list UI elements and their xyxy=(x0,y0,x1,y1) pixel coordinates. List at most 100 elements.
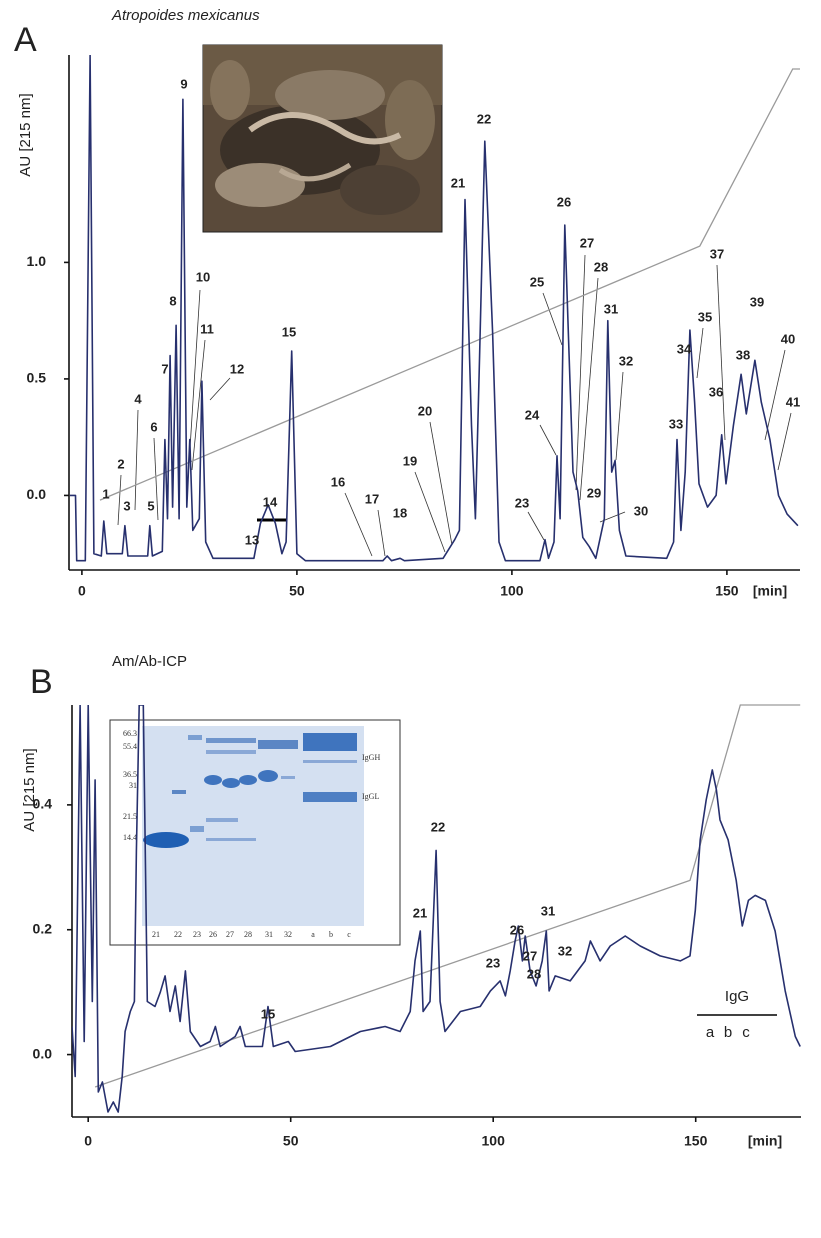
mw-marker: 36.5 xyxy=(123,770,137,779)
lane-label: 32 xyxy=(284,930,292,939)
panel-title: Am/Ab-ICP xyxy=(112,653,187,670)
peak-label: 9 xyxy=(180,76,187,91)
peak-label: 6 xyxy=(150,419,157,434)
x-axis-label: [min] xyxy=(753,583,787,599)
peak-label: 23 xyxy=(515,495,529,510)
fraction-label: IgG xyxy=(725,988,749,1005)
peak-label: 31 xyxy=(541,903,555,918)
peak-label: 16 xyxy=(331,474,345,489)
y-tick-label: 0.0 xyxy=(33,1045,53,1061)
y-tick-label: 0.5 xyxy=(27,370,47,386)
peak-label: 5 xyxy=(147,498,154,513)
peak-label: 11 xyxy=(200,321,214,336)
gradient-line xyxy=(99,68,800,501)
peak-label: 24 xyxy=(525,407,540,422)
peak-label: 38 xyxy=(736,347,750,362)
gel-inset: 66.3 55.4 36.5 31 21.5 14.4 21 22 23 26 27 28 31 32 a b… xyxy=(109,719,401,946)
x-tick-label: 0 xyxy=(78,583,86,599)
band-label: IgGH xyxy=(362,753,380,762)
peak-label: 27 xyxy=(523,948,537,963)
leader-lines xyxy=(117,254,792,1016)
peak-label: 33 xyxy=(669,416,683,431)
mw-marker: 21.5 xyxy=(123,812,137,821)
peak-label: 18 xyxy=(393,505,407,520)
photo-inset xyxy=(202,44,443,233)
peak-label: 29 xyxy=(587,485,601,500)
x-tick-label: 50 xyxy=(289,583,305,599)
peak-label: 22 xyxy=(477,111,491,126)
peak-label: 7 xyxy=(161,361,168,376)
peak-label: 22 xyxy=(431,819,445,834)
peak-label: 21 xyxy=(413,905,427,920)
peak-label: 3 xyxy=(123,498,130,513)
peak-label: 39 xyxy=(750,294,764,309)
peak-label: 1 xyxy=(102,486,109,501)
peak-label: 19 xyxy=(403,453,417,468)
peak-label: 23 xyxy=(486,955,500,970)
x-tick-label: 100 xyxy=(500,583,524,599)
x-tick-label: 150 xyxy=(684,1133,708,1149)
peak-label: 41 xyxy=(786,394,800,409)
peak-label: 34 xyxy=(677,341,692,356)
peak-label: 31 xyxy=(604,301,618,316)
peak-label: 40 xyxy=(781,331,795,346)
x-axis-label: [min] xyxy=(748,1133,782,1149)
mw-marker: 14.4 xyxy=(123,833,137,842)
lane-label: c xyxy=(347,930,351,939)
lane-label: 31 xyxy=(265,930,273,939)
peak-label: 15 xyxy=(282,324,296,339)
lane-label: 27 xyxy=(226,930,234,939)
peak-label: 30 xyxy=(634,503,648,518)
peak-label: 17 xyxy=(365,491,379,506)
peak-label: 8 xyxy=(169,293,176,308)
lane-label: a xyxy=(311,930,315,939)
mw-marker: 66.3 xyxy=(123,729,137,738)
lane-label: 23 xyxy=(193,930,201,939)
chromatogram-trace xyxy=(69,55,799,562)
x-tick-label: 50 xyxy=(283,1133,299,1149)
y-tick-label: 1.0 xyxy=(27,253,47,269)
fraction: b xyxy=(724,1024,732,1041)
panel-title: Atropoides mexicanus xyxy=(111,7,260,24)
x-tick-label: 0 xyxy=(84,1133,92,1149)
panel-label: A xyxy=(14,21,37,59)
peak-label: 27 xyxy=(580,235,594,250)
mw-marker: 31 xyxy=(129,781,137,790)
peak-label: 21 xyxy=(451,175,465,190)
peak-label: 26 xyxy=(510,922,524,937)
y-tick-label: 0.4 xyxy=(33,796,53,812)
peak-label: 2 xyxy=(117,456,124,471)
peak-label: 4 xyxy=(134,391,142,406)
peak-label: 32 xyxy=(558,943,572,958)
mw-marker: 55.4 xyxy=(123,742,137,751)
peak-label: 10 xyxy=(196,269,210,284)
x-tick-label: 100 xyxy=(482,1133,506,1149)
lane-label: b xyxy=(329,930,333,939)
peak-label: 15 xyxy=(261,1006,275,1021)
peak-label: 26 xyxy=(557,194,571,209)
gradient-line xyxy=(94,704,801,1088)
y-tick-label: 0.2 xyxy=(33,920,53,936)
peak-label: 37 xyxy=(710,246,724,261)
peak-label: 28 xyxy=(527,966,541,981)
lane-label: 21 xyxy=(152,930,160,939)
peak-label: 28 xyxy=(594,259,608,274)
peak-label: 12 xyxy=(230,361,244,376)
y-tick-label: 0.0 xyxy=(27,486,47,502)
peak-label: 35 xyxy=(698,309,712,324)
y-axis-label: AU [215 nm] xyxy=(17,93,34,176)
y-axis-label: AU [215 nm] xyxy=(21,748,38,831)
fraction: c xyxy=(742,1024,750,1041)
fraction: a xyxy=(706,1024,715,1041)
peak-label: 13 xyxy=(245,532,259,547)
lane-label: 28 xyxy=(244,930,252,939)
x-tick-label: 150 xyxy=(715,583,739,599)
peak-label: 32 xyxy=(619,353,633,368)
peak-label: 36 xyxy=(709,384,723,399)
peak-label: 20 xyxy=(418,403,432,418)
panel-label: B xyxy=(30,663,53,701)
peak-label: 14 xyxy=(263,494,278,509)
lane-label: 26 xyxy=(209,930,217,939)
chromatogram-trace xyxy=(72,705,801,1113)
